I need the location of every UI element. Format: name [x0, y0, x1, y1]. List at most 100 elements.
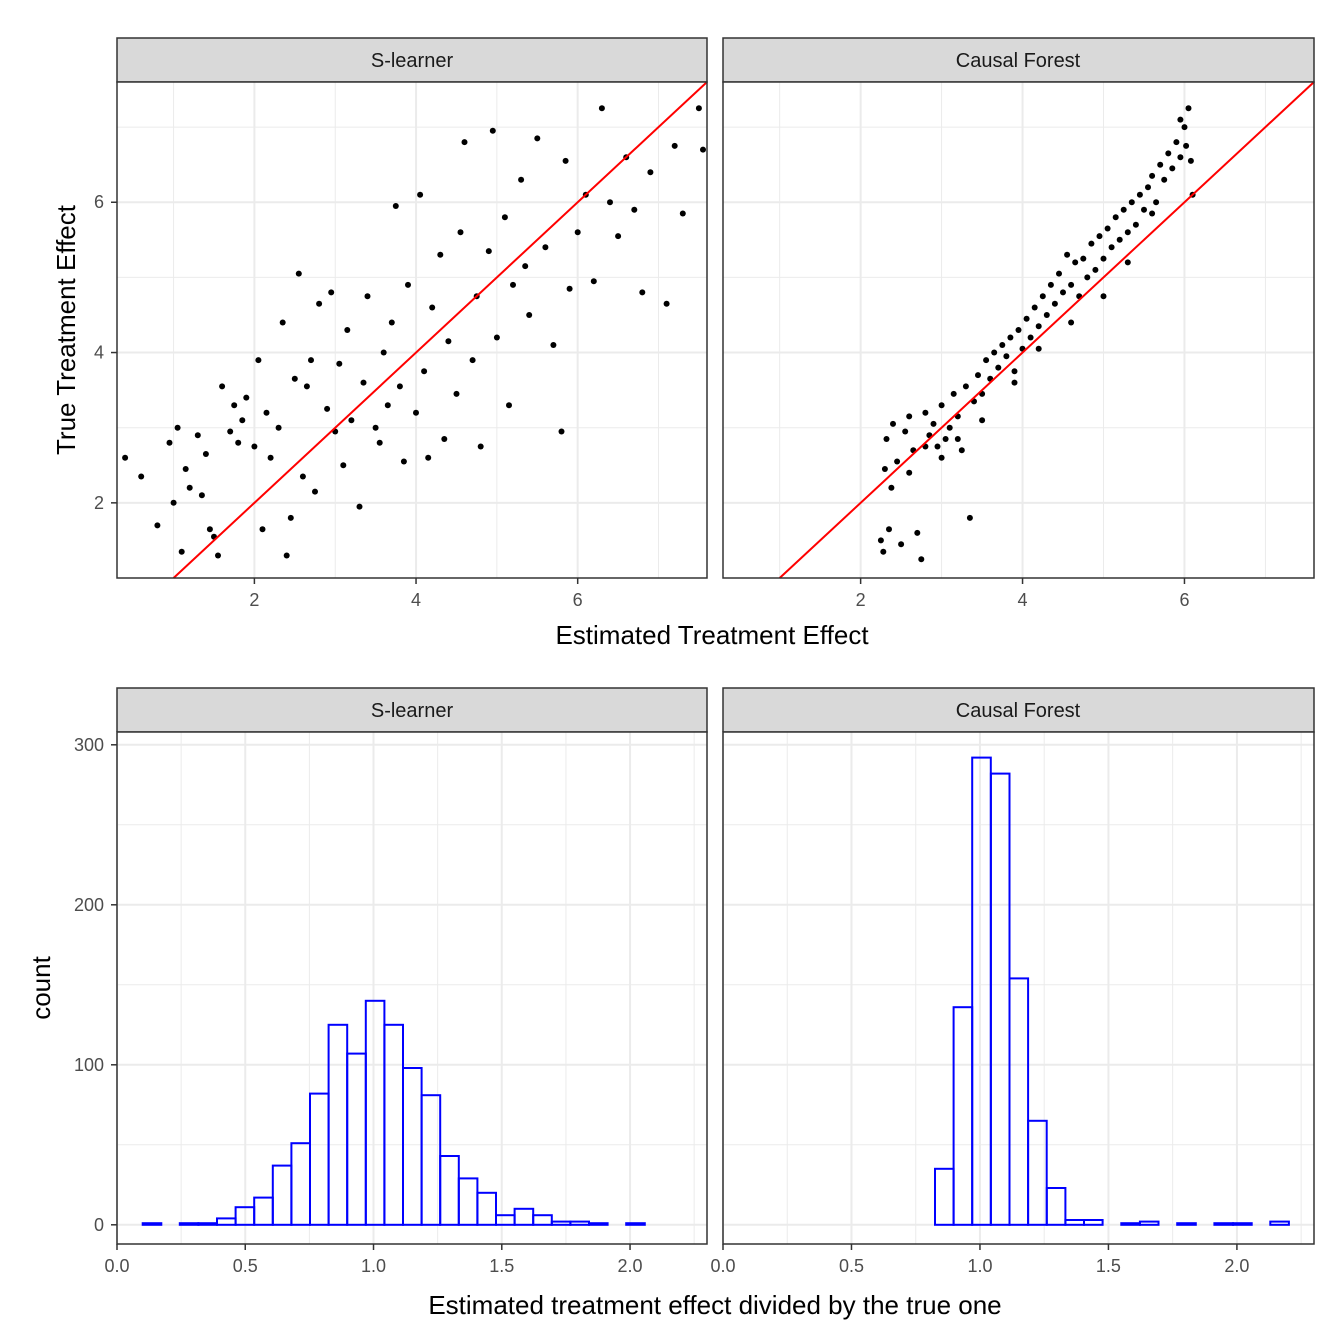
x-tick-label: 0.0 — [104, 1256, 129, 1276]
scatter-point — [1141, 206, 1147, 213]
scatter-point — [453, 390, 460, 397]
scatter-point — [906, 469, 913, 476]
histogram-bar — [588, 1222, 609, 1226]
scatter-point — [194, 432, 201, 439]
scatter-point — [1051, 300, 1058, 307]
histogram-bar — [1045, 1187, 1067, 1226]
scatter-point — [1104, 225, 1111, 232]
scatter-point — [206, 526, 213, 533]
identity-line-s-learner — [172, 81, 708, 579]
scatter-point — [154, 522, 161, 529]
scatter-point — [898, 541, 905, 548]
scatter-point — [1047, 281, 1054, 288]
scatter-point — [1169, 165, 1176, 172]
scatter-point — [995, 364, 1002, 371]
strip-label-hist-causal-forest: Causal Forest — [956, 700, 1081, 722]
scatter-point — [303, 383, 310, 390]
scatter-point — [1185, 105, 1192, 112]
scatter-point — [607, 199, 613, 206]
scatter-point — [1128, 199, 1135, 206]
scatter-point — [372, 424, 379, 431]
scatter-point — [550, 342, 557, 348]
scatter-point — [695, 105, 702, 112]
identity-line — [172, 81, 708, 579]
scatter-point — [1088, 240, 1095, 247]
scatter-x-axis-title: Estimated Treatment Effect — [555, 620, 869, 650]
scatter-point — [890, 420, 896, 427]
scatter-point — [437, 251, 444, 258]
histogram-bar — [141, 1222, 163, 1226]
scatter-point — [231, 402, 238, 409]
histogram-y-axis-ticks: 0 100 200 300 — [74, 735, 117, 1235]
panel-background — [117, 732, 707, 1244]
y-tick-label: 2 — [94, 493, 104, 513]
histogram-panel-causal-forest: Causal Forest — [722, 687, 1315, 1245]
scatter-point — [186, 484, 193, 491]
scatter-point — [1003, 353, 1010, 360]
histogram-bar — [1176, 1222, 1197, 1226]
scatter-point — [122, 454, 129, 461]
x-tick-label: 4 — [411, 590, 421, 610]
y-tick-label: 300 — [74, 735, 104, 755]
scatter-panel-causal-forest: Causal Forest — [722, 37, 1315, 579]
x-tick-label: 1.0 — [967, 1256, 992, 1276]
x-tick-label: 6 — [573, 590, 583, 610]
scatter-point — [888, 484, 895, 491]
scatter-point — [1084, 274, 1091, 281]
scatter-point — [441, 436, 448, 442]
histogram-bar — [476, 1191, 497, 1226]
scatter-point — [1068, 281, 1075, 288]
scatter-point — [991, 349, 998, 356]
scatter-point — [364, 293, 371, 300]
scatter-point — [417, 191, 424, 198]
x-tick-label: 1.5 — [1096, 1256, 1121, 1276]
scatter-point — [299, 473, 306, 480]
scatter-point — [942, 436, 949, 442]
scatter-point — [477, 443, 484, 450]
scatter-point — [979, 417, 986, 424]
x-tick-label: 0.5 — [233, 1256, 258, 1276]
histogram-bar — [532, 1214, 553, 1226]
panel-border-hist-s-learner — [116, 731, 708, 1245]
scatter-point — [647, 169, 654, 176]
scatter-point — [356, 503, 363, 510]
scatter-point — [522, 263, 529, 270]
scatter-point — [663, 300, 670, 307]
scatter-point — [388, 319, 395, 326]
scatter-point — [886, 526, 892, 533]
scatter-point — [966, 514, 973, 521]
scatter-point — [178, 548, 185, 555]
strip-label-s-learner: S-learner — [371, 50, 454, 72]
scatter-point — [954, 436, 961, 442]
scatter-point — [489, 127, 496, 134]
scatter-point — [429, 304, 436, 311]
histogram-bar — [625, 1222, 646, 1226]
scatter-point — [198, 492, 205, 499]
scatter-point — [291, 375, 298, 382]
scatter-point — [405, 281, 411, 288]
scatter-point — [384, 402, 391, 409]
scatter-point — [902, 428, 909, 435]
histogram-bar — [197, 1222, 218, 1226]
y-tick-label: 100 — [74, 1055, 104, 1075]
scatter-point — [950, 390, 957, 397]
scatter-point — [344, 327, 351, 333]
scatter-point — [1080, 255, 1087, 262]
scatter-point — [202, 451, 209, 457]
scatter-point — [542, 244, 549, 251]
scatter-point — [534, 135, 541, 142]
scatter-point — [880, 548, 887, 555]
scatter-point — [598, 105, 605, 112]
identity-line — [778, 81, 1315, 579]
scatter-point — [877, 537, 884, 544]
scatter-point — [275, 424, 282, 431]
scatter-point — [1187, 157, 1194, 164]
scatter-point — [1035, 345, 1042, 352]
scatter-point — [267, 454, 274, 461]
scatter-point — [1023, 315, 1030, 322]
scatter-point — [615, 233, 622, 240]
scatter-point — [1031, 304, 1038, 311]
x-tick-label: 0.0 — [710, 1256, 735, 1276]
scatter-point — [316, 300, 323, 307]
